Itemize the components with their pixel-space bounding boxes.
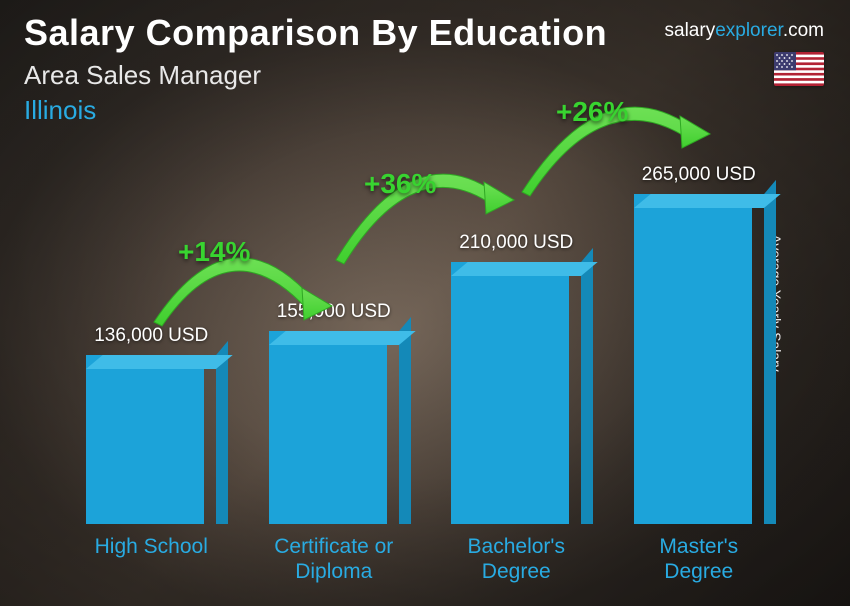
bar-3d	[634, 194, 764, 524]
bar-group: 265,000 USD Master'sDegree	[614, 164, 784, 584]
country-flag-icon	[774, 52, 824, 86]
bar-group: 136,000 USD High School	[66, 325, 236, 584]
bar-chart: 136,000 USD High School 155,000 USD Cert…	[60, 144, 790, 584]
bar-front	[451, 262, 569, 524]
bar-front	[86, 355, 204, 524]
bar-value: 210,000 USD	[459, 232, 573, 254]
bar-group: 155,000 USD Certificate orDiploma	[249, 301, 419, 584]
percent-increase-label: +36%	[364, 168, 436, 200]
bar-value: 155,000 USD	[277, 301, 391, 323]
bar-side	[581, 262, 593, 524]
bar-label: High School	[95, 534, 208, 584]
brand-logo: salaryexplorer.com	[665, 20, 824, 42]
percent-increase-label: +14%	[178, 236, 250, 268]
bar-top	[269, 331, 416, 345]
bar-group: 210,000 USD Bachelor'sDegree	[431, 232, 601, 584]
bar-front	[269, 331, 387, 524]
bar-label: Master'sDegree	[659, 534, 738, 584]
bar-side	[399, 331, 411, 524]
bar-front	[634, 194, 752, 524]
bar-side	[216, 355, 228, 524]
bar-label: Bachelor'sDegree	[468, 534, 565, 584]
bar-label: Certificate orDiploma	[274, 534, 393, 584]
bar-top	[451, 262, 598, 276]
bar-3d	[451, 262, 581, 524]
bar-3d	[269, 331, 399, 524]
bar-3d	[86, 355, 216, 524]
brand-prefix: salary	[665, 20, 716, 41]
bar-side	[764, 194, 776, 524]
brand-mid: explorer	[715, 20, 783, 41]
bar-value: 265,000 USD	[642, 164, 756, 186]
chart-location: Illinois	[24, 95, 826, 126]
bar-top	[634, 194, 781, 208]
chart-subtitle: Area Sales Manager	[24, 60, 826, 91]
bar-top	[86, 355, 233, 369]
bar-value: 136,000 USD	[94, 325, 208, 347]
brand-suffix: .com	[783, 20, 824, 41]
percent-increase-label: +26%	[556, 96, 628, 128]
